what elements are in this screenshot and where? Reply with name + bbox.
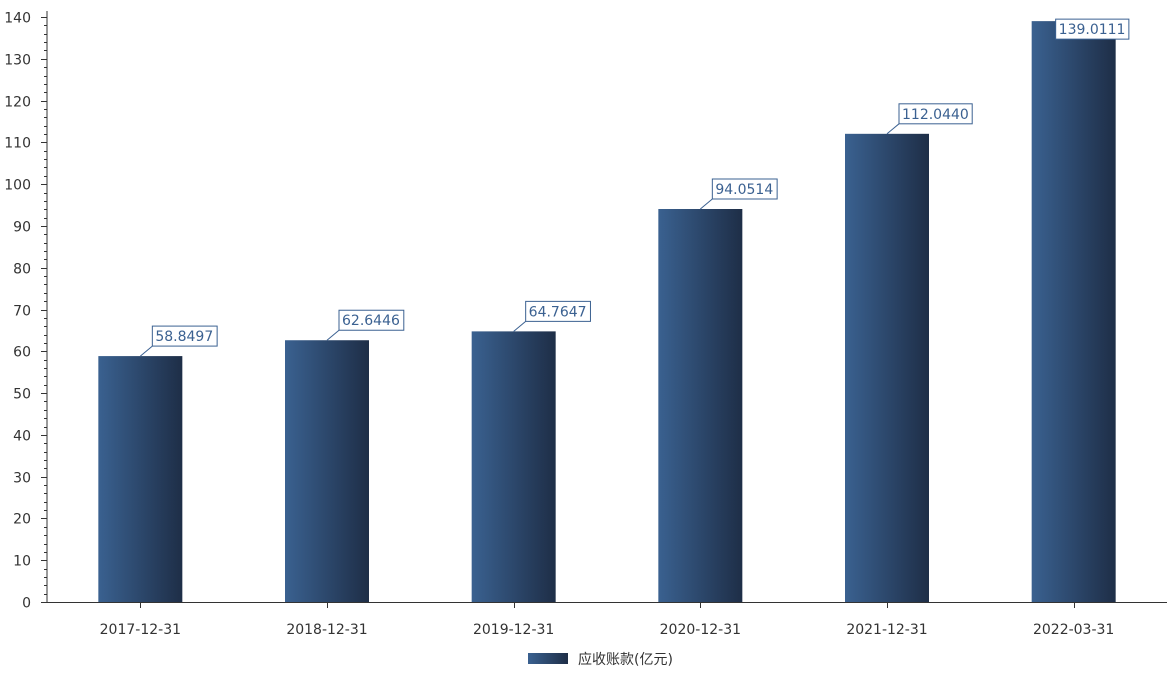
- bar[interactable]: [471, 331, 556, 602]
- x-tick-label: 2022-03-31: [1033, 622, 1114, 638]
- data-label: 64.7647: [529, 304, 587, 320]
- data-label-box: [525, 300, 591, 322]
- data-label-box: [898, 103, 973, 125]
- y-tick-label: 40: [13, 429, 31, 445]
- data-label: 139.0111: [1059, 22, 1126, 38]
- y-tick-label: 70: [13, 304, 31, 320]
- data-label-box: [1055, 18, 1130, 40]
- data-label-box: [338, 309, 405, 331]
- bar[interactable]: [658, 208, 743, 602]
- bar[interactable]: [98, 356, 183, 602]
- y-tick-label: 140: [4, 11, 31, 27]
- y-tick-label: 120: [4, 95, 31, 111]
- data-label-box: [711, 178, 778, 200]
- x-axis: 2017-12-31 2018-12-31 2019-12-31 2020-12-31…: [47, 602, 1167, 638]
- y-tick-label: 20: [13, 512, 31, 528]
- y-tick-label: 60: [13, 345, 31, 361]
- x-tick-label: 2019-12-31: [473, 622, 554, 638]
- legend-label[interactable]: 应收账款(亿元): [578, 651, 673, 668]
- data-label-leader: [140, 345, 153, 357]
- y-tick-label: 0: [22, 596, 31, 612]
- legend-swatch[interactable]: [528, 653, 568, 664]
- y-tick-label: 100: [4, 178, 31, 194]
- bar[interactable]: [285, 340, 369, 602]
- bar[interactable]: [1031, 21, 1116, 602]
- y-tick-label: 130: [4, 53, 31, 69]
- data-label: 112.0440: [902, 107, 969, 123]
- y-tick-label: 110: [4, 136, 31, 152]
- y-tick-label: 90: [13, 220, 31, 236]
- x-tick-label: 2021-12-31: [846, 622, 927, 638]
- x-tick-label: 2017-12-31: [100, 622, 181, 638]
- data-label-leader: [326, 329, 340, 341]
- y-tick-label: 80: [13, 262, 31, 278]
- data-label: 62.6446: [342, 313, 400, 329]
- y-axis: 0 10 20 30 40 50 60 70 80 90 100 110 120 130 140: [4, 11, 48, 612]
- data-label-box: [151, 325, 218, 347]
- x-tick-label: 2020-12-31: [660, 622, 741, 638]
- y-tick-label: 30: [13, 471, 31, 487]
- data-label-leader: [700, 198, 713, 210]
- data-label: 94.0514: [715, 182, 773, 198]
- data-label: 58.8497: [155, 329, 213, 345]
- data-labels: 58.8497 62.6446 64.7647 94.0514 112.0440 139.…: [140, 18, 1130, 357]
- data-label-leader: [886, 123, 900, 135]
- y-tick-label: 10: [13, 554, 31, 570]
- x-tick-label: 2018-12-31: [286, 622, 367, 638]
- y-tick-label: 50: [13, 387, 31, 403]
- bar[interactable]: [845, 133, 929, 602]
- data-label-leader: [513, 320, 526, 332]
- bars: [98, 21, 1116, 602]
- legend[interactable]: 应收账款(亿元): [528, 651, 673, 668]
